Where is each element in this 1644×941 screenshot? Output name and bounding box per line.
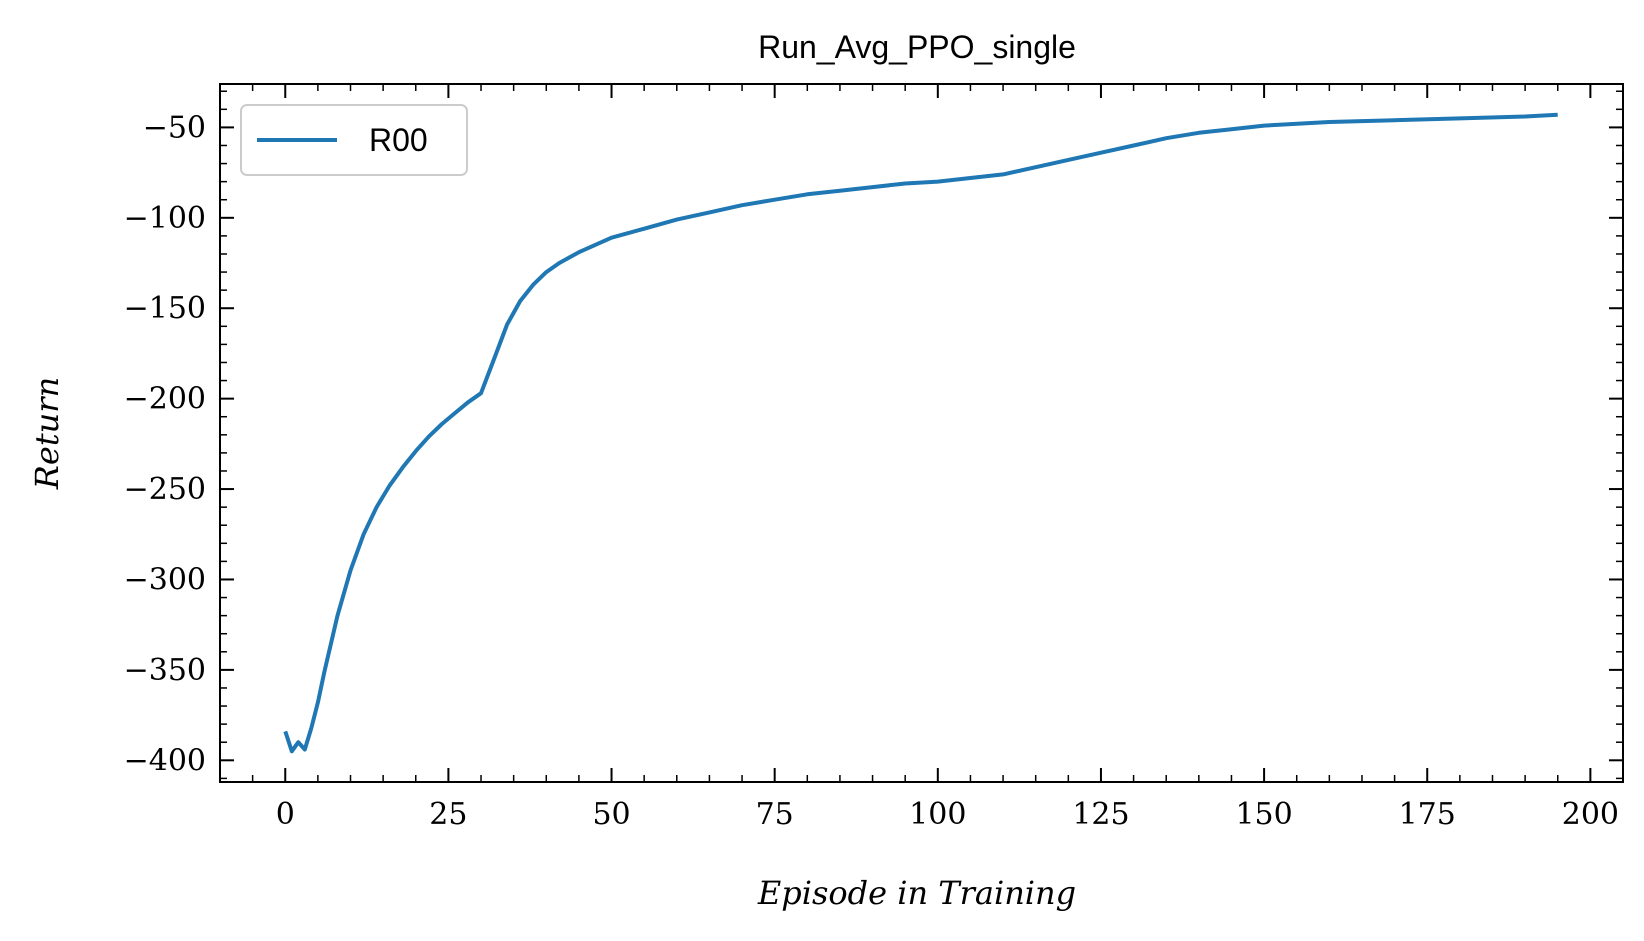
y-axis-label: Return bbox=[28, 377, 66, 490]
y-tick-label: −150 bbox=[124, 291, 206, 326]
y-tick-label: −250 bbox=[124, 472, 206, 507]
axis-ticks: 0 25 50 75 100 125 150 175 200 −400 −350 −300 −250 −2… bbox=[124, 84, 1624, 832]
legend-box bbox=[240, 104, 468, 176]
series-line bbox=[283, 112, 1558, 754]
legend: R00 bbox=[240, 104, 468, 176]
x-tick-label: 0 bbox=[276, 797, 295, 832]
x-tick-label: 75 bbox=[756, 797, 794, 832]
x-tick-label: 25 bbox=[429, 797, 467, 832]
y-tick-label: −50 bbox=[143, 110, 206, 145]
series-layer bbox=[283, 112, 1558, 754]
y-tick-label: −400 bbox=[124, 743, 206, 778]
y-tick-label: −300 bbox=[124, 562, 206, 597]
x-tick-label: 50 bbox=[592, 797, 630, 832]
legend-label: R00 bbox=[369, 122, 428, 158]
plot-frame bbox=[219, 83, 1624, 783]
y-tick-label: −200 bbox=[124, 382, 206, 417]
x-tick-label: 100 bbox=[909, 797, 966, 832]
x-tick-label: 200 bbox=[1562, 797, 1619, 832]
chart-title: Run_Avg_PPO_single bbox=[758, 29, 1076, 65]
y-tick-label: −350 bbox=[124, 653, 206, 688]
x-axis-label: Episode in Training bbox=[757, 874, 1076, 912]
y-tick-label: −100 bbox=[124, 201, 206, 236]
x-tick-label: 125 bbox=[1072, 797, 1129, 832]
x-tick-label: 150 bbox=[1235, 797, 1292, 832]
x-tick-label: 175 bbox=[1399, 797, 1456, 832]
